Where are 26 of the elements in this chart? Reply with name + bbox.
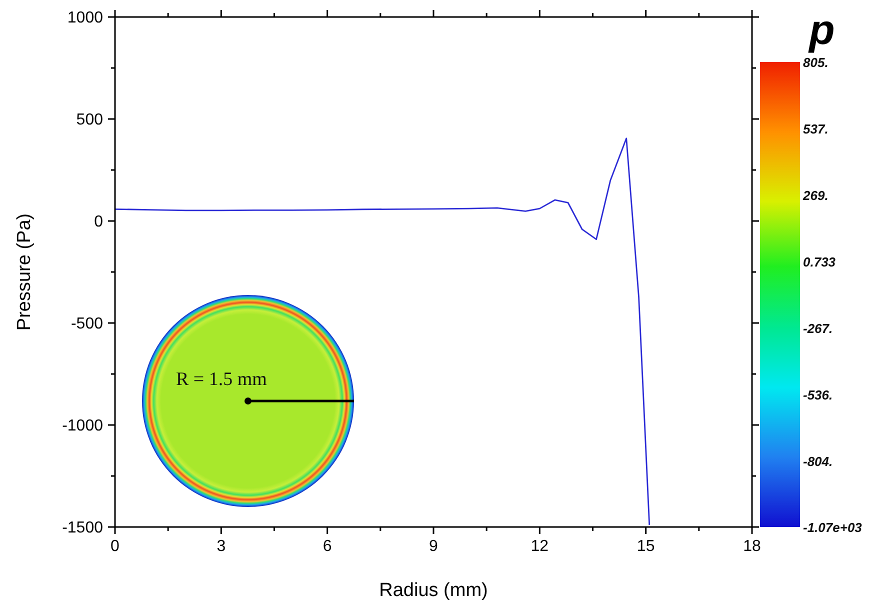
y-tick-label: 500 bbox=[76, 112, 104, 128]
x-tick-label: 6 bbox=[322, 538, 332, 555]
annotation: R = 1.5 mm bbox=[176, 369, 268, 390]
color-bar-title: p bbox=[808, 6, 835, 53]
x-axis-title: Radius (mm) bbox=[379, 580, 488, 601]
y-tick-label: -1500 bbox=[62, 520, 104, 536]
color-bar-label: 537. bbox=[803, 121, 828, 136]
y-tick-label: -500 bbox=[70, 316, 104, 332]
color-bar-label: -267. bbox=[803, 320, 833, 336]
color-bar-label: 0.733 bbox=[803, 254, 836, 270]
color-bar-label: -804. bbox=[803, 454, 833, 470]
color-bar-label: -1.07e+03 bbox=[803, 520, 863, 535]
color-bar-label: 805. bbox=[803, 55, 828, 70]
y-tick-label: -1000 bbox=[62, 418, 104, 434]
x-tick-label: 9 bbox=[429, 538, 438, 555]
y-tick-label: 1000 bbox=[67, 10, 104, 26]
color-bar-label: -536. bbox=[803, 388, 833, 403]
x-tick-label: 3 bbox=[216, 538, 226, 555]
x-tick-label: 12 bbox=[530, 538, 549, 555]
y-axis-title: Pressure (Pa) bbox=[14, 213, 35, 331]
x-tick-label: 15 bbox=[636, 538, 655, 555]
color-bar-label: 269. bbox=[802, 188, 828, 203]
x-tick-label: 18 bbox=[743, 538, 761, 555]
line-series bbox=[115, 138, 650, 526]
x-tick-label: 0 bbox=[110, 538, 120, 555]
y-tick-label: 0 bbox=[94, 214, 104, 230]
